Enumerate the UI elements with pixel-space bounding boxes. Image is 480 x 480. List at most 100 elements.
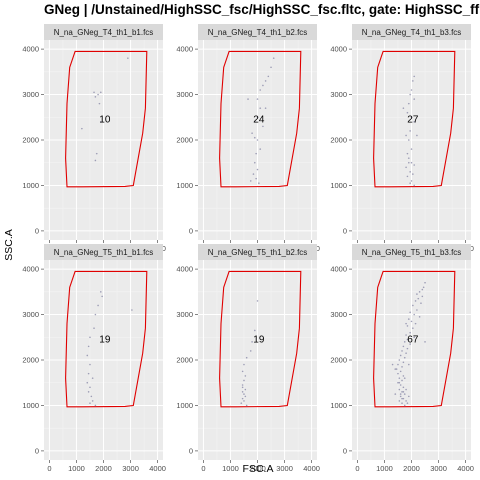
event-point [87,372,90,375]
event-point [93,327,95,329]
event-point [401,391,403,393]
x-axis-title: FSC.A [243,463,274,475]
event-point [241,370,244,373]
event-point [412,304,414,307]
event-point [406,325,409,327]
event-point [410,320,413,323]
event-point [94,313,97,316]
event-point [406,175,409,178]
y-tick-label: 1000 [176,401,193,410]
chart-title: GNeg | /Unstained/HighSSC_fsc/HighSSC_fs… [44,2,480,17]
event-point [402,345,405,348]
x-tick-label: 2000 [95,464,112,473]
gate-polygon [65,270,148,408]
event-point [251,132,253,134]
event-point [97,93,99,96]
event-point [243,379,245,382]
y-tick-label: 3000 [330,90,347,99]
event-point [421,288,424,291]
facet-panel: N_na_GNeg_T4_th1_b1.fcs 0 1000 2000 3000 4000… [22,24,166,253]
gate-count-label: 19 [99,335,111,346]
event-point [81,127,83,130]
event-point [406,347,409,350]
y-tick-label: 0 [189,226,193,235]
event-point [416,134,418,137]
event-point [398,400,401,402]
x-tick-label: 4000 [457,464,474,473]
event-point [405,352,407,354]
facet-strip-label: N_na_GNeg_T5_th1_b3.fcs [362,248,462,257]
event-point [407,395,410,398]
event-point [406,338,409,341]
event-point [410,148,413,150]
event-point [422,286,425,289]
event-point [402,391,405,393]
event-point [420,302,422,304]
event-point [394,368,397,370]
event-point [399,354,402,357]
event-point [245,356,248,359]
y-tick-label: 2000 [176,356,193,365]
x-tick-label: 1000 [376,464,393,473]
event-point [401,397,403,400]
facet-strip-label: N_na_GNeg_T5_th1_b2.fcs [208,248,308,257]
event-point [253,329,256,332]
event-point [410,161,413,164]
event-point [399,384,402,386]
event-point [255,177,257,180]
x-tick-label: 3000 [122,464,139,473]
event-point [417,297,420,300]
event-point [413,75,416,78]
event-point [249,350,252,352]
event-point [89,336,91,339]
event-point [94,159,97,162]
x-tick-label: 1000 [68,464,85,473]
x-tick-label: 1000 [222,464,239,473]
event-point [403,356,406,359]
event-point [86,354,89,357]
event-point [416,309,418,311]
event-point [403,341,406,343]
y-tick-label: 0 [189,446,193,455]
event-point [402,361,405,364]
event-point [247,98,249,100]
event-point [397,372,399,375]
facet-panel: N_na_GNeg_T4_th1_b2.fcs 0 1000 2000 3000 4000… [176,24,320,253]
gate-polygon [219,50,302,188]
event-point [424,341,426,343]
y-tick-label: 2000 [330,136,347,145]
facet-panel: N_na_GNeg_T5_th1_b1.fcs 0 1000 2000 3000 4000… [22,244,166,473]
event-point [410,180,413,182]
event-point [409,331,411,334]
event-point [272,57,275,59]
event-point [262,125,264,128]
event-point [256,300,259,302]
y-tick-label: 1000 [330,401,347,410]
event-point [87,391,90,393]
y-axis-title: SSC.A [3,229,15,261]
gate-count-label: 67 [407,335,419,346]
event-point [258,182,260,184]
x-tick-label: 3000 [276,464,293,473]
event-point [91,377,94,379]
y-tick-label: 3000 [176,90,193,99]
y-tick-label: 3000 [22,90,39,99]
event-point [394,393,397,395]
event-point [410,89,413,91]
event-point [403,377,406,379]
event-point [241,391,244,393]
event-point [406,152,409,155]
y-tick-label: 4000 [176,265,193,274]
facet-strip-label: N_na_GNeg_T4_th1_b2.fcs [208,28,308,37]
gate-polygon [65,50,148,188]
event-point [416,293,418,295]
event-point [405,134,407,137]
event-point [412,327,414,329]
event-point [98,102,101,105]
event-point [253,121,256,123]
event-point [255,152,257,155]
facet-strip-label: N_na_GNeg_T5_th1_b1.fcs [54,248,154,257]
event-point [101,295,103,298]
event-point [89,363,91,366]
